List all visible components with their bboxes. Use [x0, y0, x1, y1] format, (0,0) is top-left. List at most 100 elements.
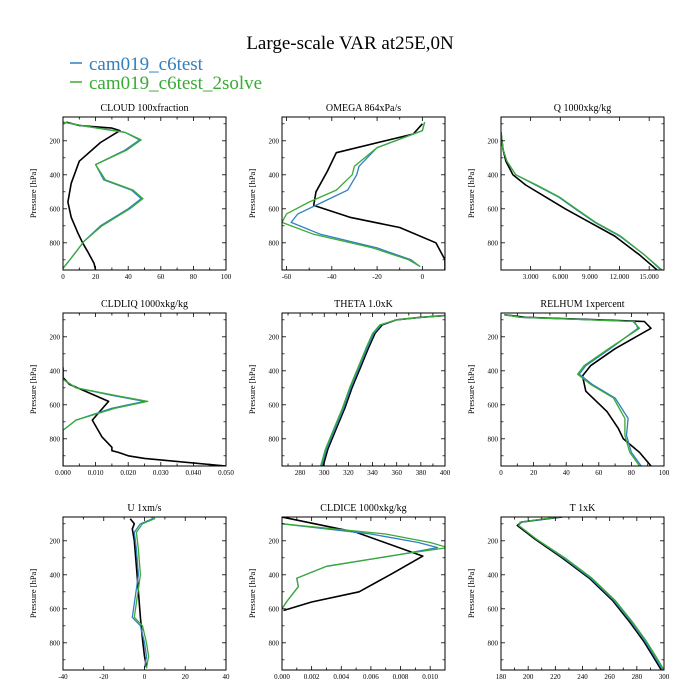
x-tick-label: 60 — [595, 469, 603, 477]
y-tick-label: 200 — [269, 137, 280, 145]
panel-cloud: CLOUD 100xfraction Pressure [hPa] 0 20 40 60 8… — [28, 103, 232, 281]
y-tick-label: 800 — [50, 639, 61, 647]
x-tick-label: -20 — [372, 273, 382, 281]
x-tick-label: 260 — [604, 673, 615, 681]
series-line-black — [66, 121, 121, 270]
x-tick-label: 300 — [659, 673, 670, 681]
series-line-blue — [63, 370, 146, 466]
x-tick-label: 240 — [577, 673, 588, 681]
y-axis-label: Pressure [hPa] — [247, 169, 257, 219]
x-tick-label: 40 — [125, 273, 133, 281]
series-line-green — [504, 314, 641, 466]
x-tick-label: 0.050 — [218, 469, 234, 477]
series-line-blue — [518, 517, 664, 670]
plot-frame — [500, 516, 665, 671]
x-tick-label: 0.030 — [153, 469, 169, 477]
x-tick-label: -60 — [282, 273, 292, 281]
x-tick-label: 6.000 — [552, 273, 568, 281]
x-tick-label: 380 — [416, 469, 427, 477]
y-tick-label: 600 — [269, 401, 280, 409]
x-tick-label: 3.000 — [523, 273, 539, 281]
series-line-green — [518, 517, 664, 670]
x-tick-label: 0.010 — [88, 469, 104, 477]
y-tick-label: 200 — [488, 137, 499, 145]
y-tick-label: 800 — [488, 435, 499, 443]
y-tick-label: 600 — [488, 205, 499, 213]
y-tick-label: 800 — [50, 435, 61, 443]
y-tick-label: 800 — [269, 639, 280, 647]
y-axis-label: Pressure [hPa] — [28, 365, 38, 415]
x-tick-label: 80 — [190, 273, 198, 281]
plot-frame — [62, 116, 227, 271]
x-tick-label: 280 — [295, 469, 306, 477]
x-tick-label: 200 — [523, 673, 534, 681]
x-tick-label: 100 — [659, 469, 670, 477]
x-tick-label: -20 — [99, 673, 109, 681]
panel-title: U 1xm/s — [127, 503, 161, 514]
x-tick-label: 0.040 — [186, 469, 202, 477]
plot-frame — [500, 312, 665, 467]
y-tick-label: 200 — [50, 537, 61, 545]
y-axis-label: Pressure [hPa] — [28, 169, 38, 219]
series-line-green — [63, 121, 144, 269]
plot-frame — [281, 116, 446, 271]
x-tick-label: 0.000 — [55, 469, 71, 477]
y-tick-label: 800 — [269, 239, 280, 247]
y-tick-label: 200 — [50, 333, 61, 341]
x-tick-label: 180 — [496, 673, 507, 681]
y-axis-label: Pressure [hPa] — [247, 365, 257, 415]
y-axis-label: Pressure [hPa] — [466, 169, 476, 219]
x-tick-label: 0.010 — [422, 673, 438, 681]
y-tick-label: 400 — [269, 571, 280, 579]
x-tick-label: 0.020 — [120, 469, 136, 477]
panel-q: Q 1000xkg/kg Pressure [hPa] 3.000 6.000 9.00… — [466, 103, 665, 281]
y-tick-label: 600 — [488, 401, 499, 409]
x-tick-label: 40 — [563, 469, 571, 477]
y-tick-label: 200 — [269, 333, 280, 341]
series-line-blue — [63, 121, 142, 269]
x-tick-label: 100 — [221, 273, 232, 281]
series-line-blue — [504, 314, 642, 466]
y-tick-label: 400 — [269, 171, 280, 179]
panel-t: T 1xK Pressure [hPa] 180 200 220 240 260 280 300… — [466, 503, 670, 681]
panel-relhum: RELHUM 1xpercent Pressure [hPa] 0 20 40 60 80 1… — [466, 299, 670, 477]
legend: cam019_c6test cam019_c6test_2solve — [70, 54, 262, 94]
x-tick-label: 320 — [343, 469, 354, 477]
y-axis-label: Pressure [hPa] — [28, 569, 38, 619]
panel-cldliq: CLDLIQ 1000xkg/kg Pressure [hPa] 0.000 0.01… — [28, 299, 234, 477]
panel-title: CLOUD 100xfraction — [100, 103, 188, 114]
series-line-blue — [282, 523, 439, 610]
panel-omega: OMEGA 864xPa/s Pressure [hPa] -60 -40 -20 0 20… — [247, 103, 446, 281]
x-tick-label: 300 — [319, 469, 330, 477]
legend-label-c6test: cam019_c6test — [89, 54, 204, 75]
panel-title: THETA 1.0xK — [334, 299, 393, 310]
y-tick-label: 800 — [488, 239, 499, 247]
x-tick-label: 40 — [223, 673, 231, 681]
x-tick-label: 12.000 — [610, 273, 630, 281]
x-tick-label: 0.008 — [393, 673, 409, 681]
y-tick-label: 400 — [488, 367, 499, 375]
panel-title: RELHUM 1xpercent — [540, 299, 624, 310]
series-line-black — [312, 123, 445, 270]
x-tick-label: 0.000 — [274, 673, 290, 681]
x-tick-label: -40 — [58, 673, 68, 681]
x-tick-label: 15.000 — [640, 273, 660, 281]
series-line-green — [133, 517, 156, 669]
series-line-black — [501, 132, 658, 270]
plot-frame — [281, 516, 446, 671]
panels: CLOUD 100xfraction Pressure [hPa] 0 20 40 60 8… — [28, 103, 670, 681]
x-tick-label: 0 — [499, 469, 503, 477]
x-tick-label: 20 — [92, 273, 100, 281]
x-tick-label: -40 — [327, 273, 337, 281]
series-line-black — [63, 367, 226, 466]
panel-cldice: CLDICE 1000xkg/kg Pressure [hPa] 0.000 0.00… — [247, 503, 446, 681]
x-tick-label: 0.006 — [363, 673, 379, 681]
series-line-black — [322, 314, 445, 466]
plot-frame — [500, 116, 665, 271]
panel-u: U 1xm/s Pressure [hPa] -40 -20 0 20 40 200 400 60… — [28, 503, 230, 681]
x-tick-label: 0.002 — [304, 673, 320, 681]
y-tick-label: 400 — [50, 171, 61, 179]
x-tick-label: 0 — [61, 273, 65, 281]
x-tick-label: 80 — [628, 469, 636, 477]
